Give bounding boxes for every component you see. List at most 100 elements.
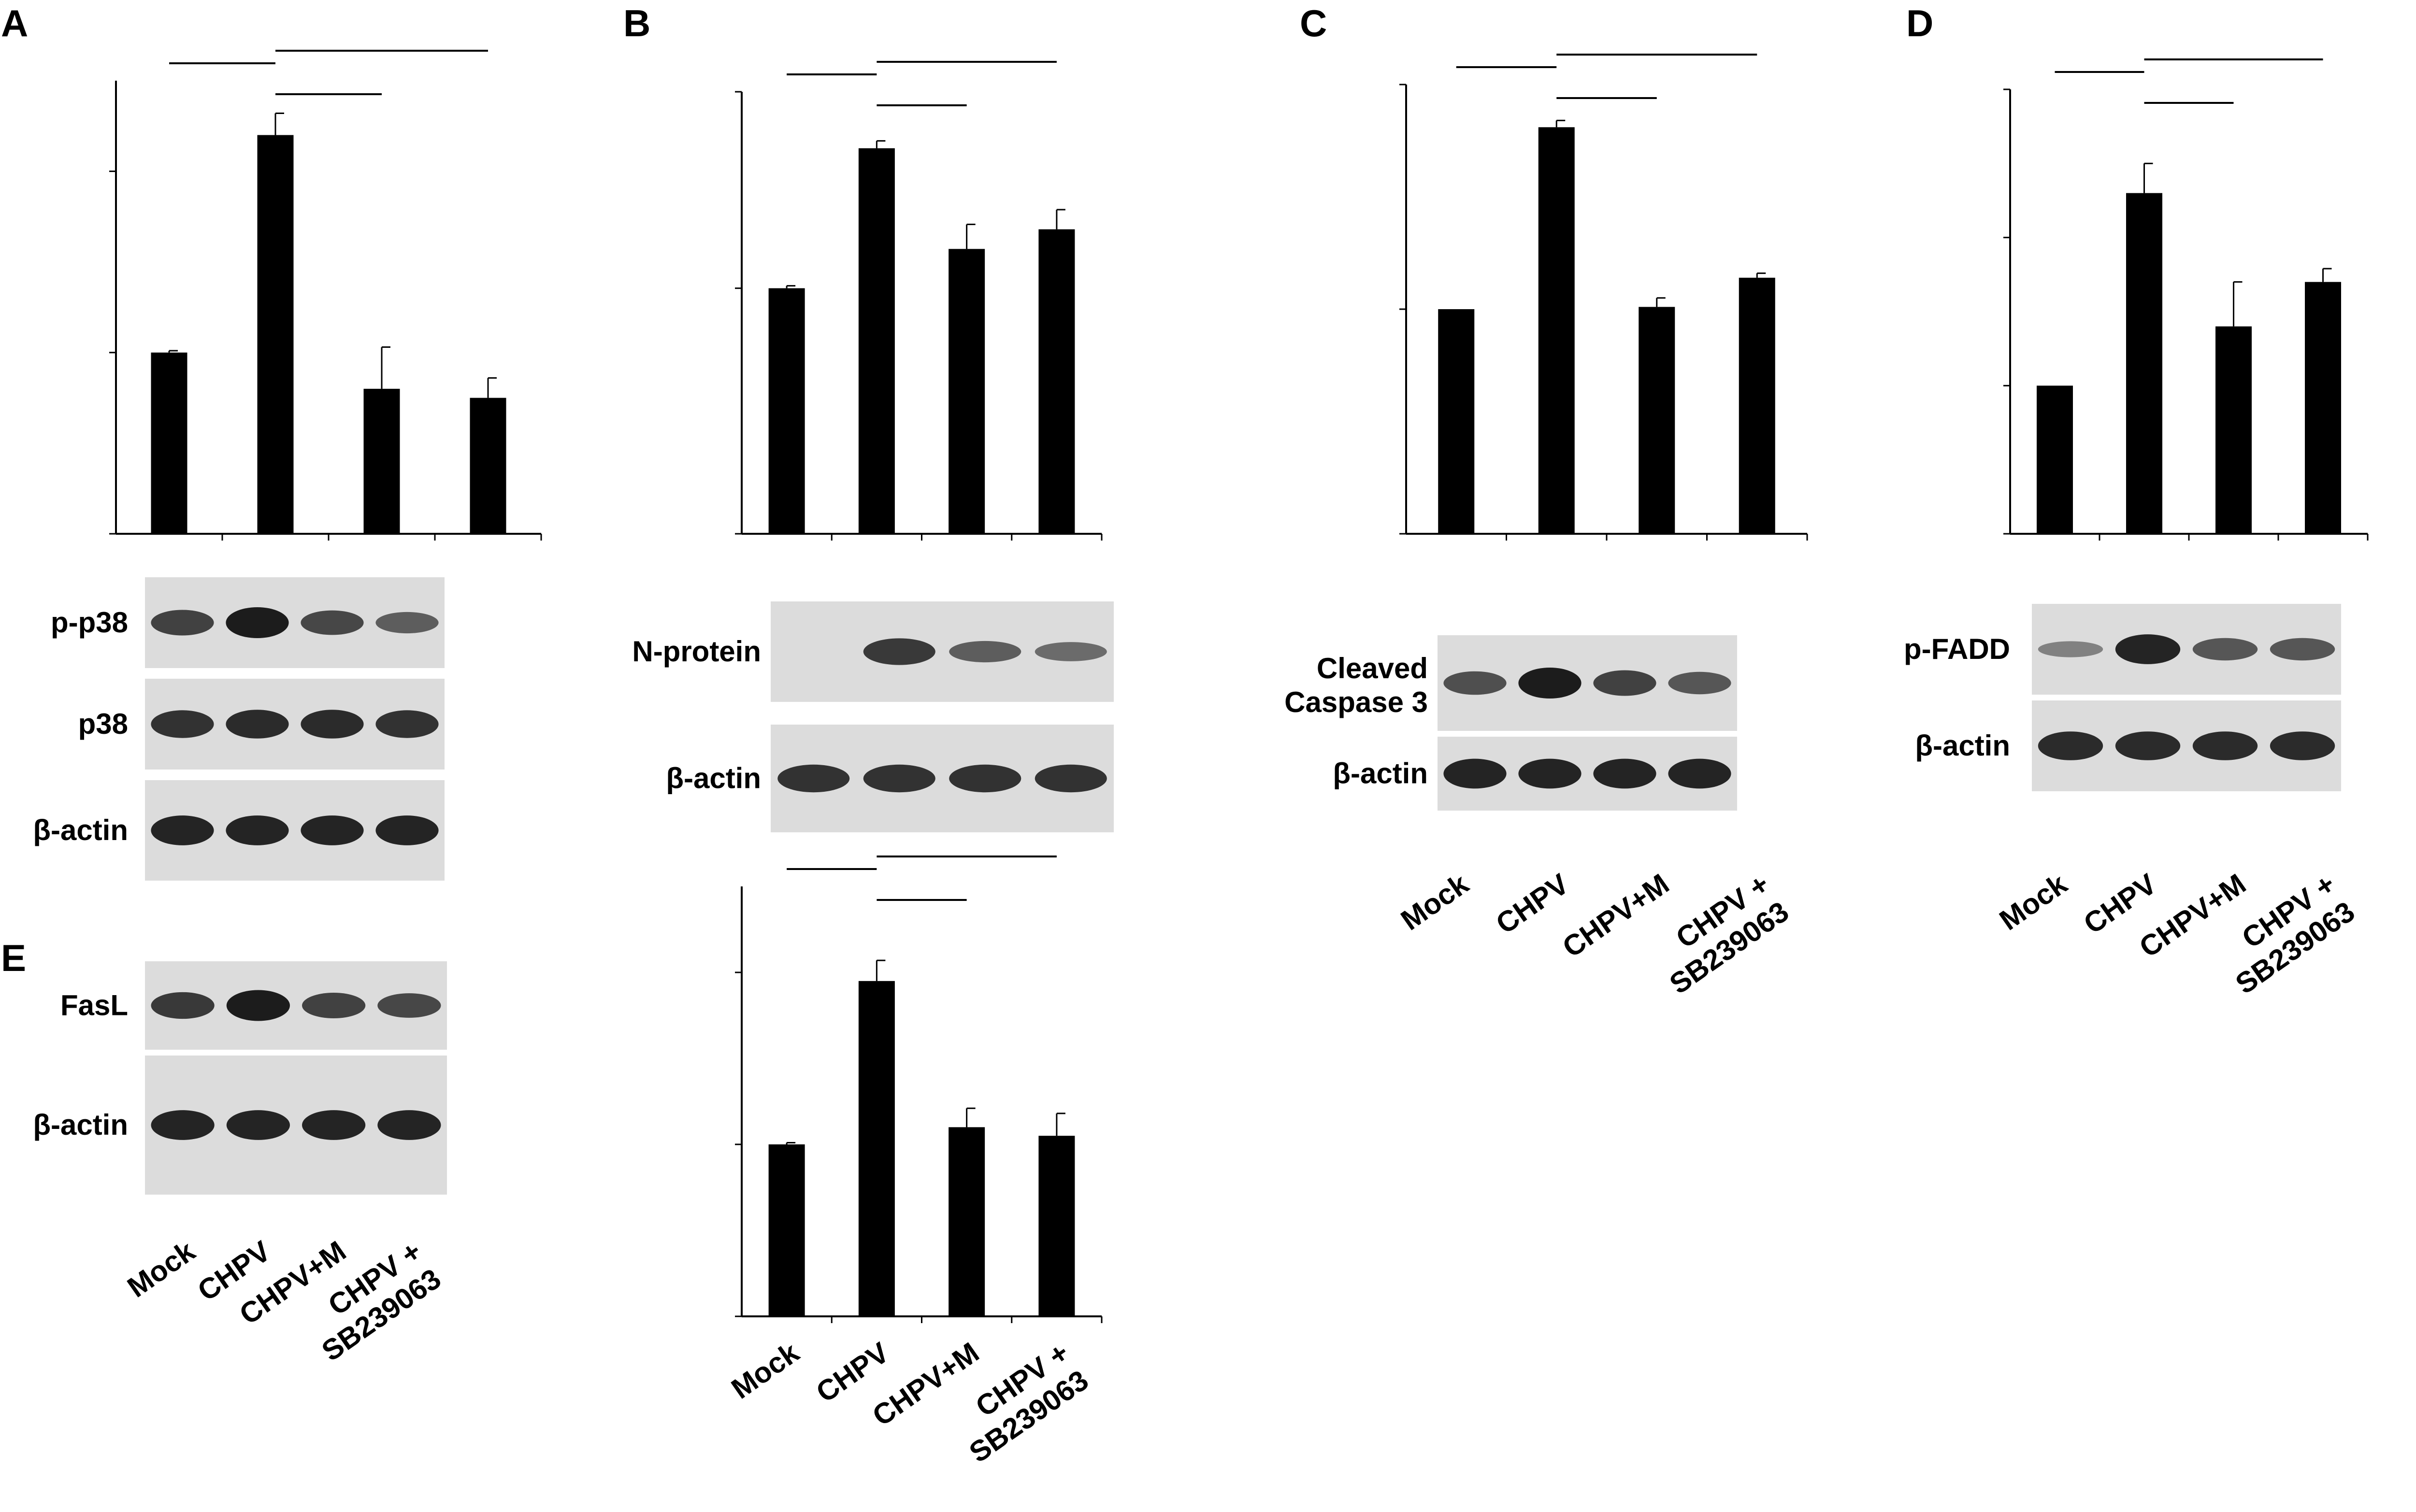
panel-letter-e: E bbox=[1, 937, 26, 979]
blot-band bbox=[777, 764, 850, 793]
blot-left-label-line: N-protein bbox=[632, 635, 761, 668]
blot-strip: FasL bbox=[60, 961, 447, 1050]
bar bbox=[1639, 307, 1675, 534]
blot-band bbox=[1593, 758, 1656, 789]
blot-band bbox=[301, 610, 364, 635]
blot-panel-d: p-FADD β-actin bbox=[1904, 604, 2341, 791]
blot-left-label: p38 bbox=[78, 708, 128, 740]
blot-left-label: β-actin bbox=[33, 1109, 128, 1141]
blot-band bbox=[2270, 638, 2335, 661]
blot-left-label: FasL bbox=[60, 989, 128, 1022]
blot-left-label: Cleaved Caspase 3 bbox=[1284, 652, 1428, 718]
bar bbox=[2037, 385, 2073, 534]
blot-band bbox=[226, 607, 289, 638]
blot-left-label: β-actin bbox=[1915, 729, 2010, 762]
blot-panel-a: p-p38 p38 β-actin bbox=[33, 577, 445, 881]
blot-band bbox=[226, 990, 290, 1021]
blot-band bbox=[377, 1110, 441, 1140]
blot-band bbox=[863, 638, 935, 665]
panel-letter-c: C bbox=[1300, 2, 1327, 44]
bar bbox=[1538, 127, 1575, 534]
blot-left-label-line: p-FADD bbox=[1904, 633, 2010, 665]
blot-panel-b: N-protein β-actin bbox=[632, 601, 1114, 832]
blot-band bbox=[1443, 758, 1507, 789]
blot-left-label-line: FasL bbox=[60, 989, 128, 1022]
blot-band bbox=[1035, 642, 1107, 661]
blot-strip: Cleaved Caspase 3 bbox=[1284, 635, 1737, 731]
chart-c bbox=[1399, 54, 1808, 541]
blot-band bbox=[1668, 671, 1731, 695]
bar bbox=[151, 352, 187, 534]
blot-band bbox=[375, 815, 439, 845]
blots-layer: p-p38 p38 β-actin N-protein β-actin Cleaved Ca… bbox=[33, 577, 2341, 1195]
bar bbox=[2126, 193, 2162, 534]
blot-band bbox=[863, 764, 935, 793]
blot-band bbox=[1035, 764, 1107, 793]
bar bbox=[1438, 309, 1475, 534]
blot-band bbox=[1518, 758, 1582, 789]
blot-left-label-line: p38 bbox=[78, 708, 128, 740]
blot-band bbox=[2192, 638, 2258, 661]
panel-letter-a: A bbox=[1, 2, 28, 44]
bar bbox=[949, 249, 985, 534]
blot-left-label-line: Caspase 3 bbox=[1284, 686, 1428, 718]
blot-strip: β-actin bbox=[33, 1056, 447, 1195]
blot-strip: N-protein bbox=[632, 601, 1114, 702]
blot-left-label-line: β-actin bbox=[33, 1109, 128, 1141]
blot-band bbox=[151, 815, 214, 845]
bar bbox=[470, 398, 506, 534]
blot-band bbox=[2270, 731, 2335, 760]
blot-band bbox=[151, 1110, 215, 1140]
blot-left-label: β-actin bbox=[1333, 757, 1428, 790]
blot-left-label: N-protein bbox=[632, 635, 761, 668]
blot-band bbox=[2115, 634, 2181, 664]
blot-band bbox=[1518, 668, 1582, 699]
bar bbox=[1038, 229, 1075, 534]
blot-band bbox=[949, 764, 1021, 793]
bar bbox=[768, 1144, 805, 1316]
blot-band bbox=[226, 710, 289, 739]
blot-left-label: β-actin bbox=[666, 762, 761, 795]
panel-letter-b: B bbox=[623, 2, 650, 44]
blot-band bbox=[2038, 641, 2103, 657]
blot-band bbox=[375, 612, 439, 634]
blot-band bbox=[302, 993, 366, 1018]
charts-layer bbox=[109, 50, 2369, 1323]
blot-band bbox=[302, 1110, 366, 1140]
blot-strip: β-actin bbox=[33, 780, 445, 881]
blot-left-label: β-actin bbox=[33, 814, 128, 846]
blot-band bbox=[226, 815, 289, 845]
blot-panel-e: FasL β-actin bbox=[33, 961, 447, 1195]
bar bbox=[1739, 277, 1775, 534]
blot-band bbox=[151, 610, 214, 636]
blot-strip: β-actin bbox=[1333, 737, 1737, 811]
panel-letter-d: D bbox=[1906, 2, 1933, 44]
blot-band bbox=[2038, 731, 2103, 760]
bar bbox=[2215, 326, 2252, 534]
blot-band bbox=[2192, 731, 2258, 760]
blot-strip: p-p38 bbox=[51, 577, 445, 668]
chart-d bbox=[2003, 58, 2369, 541]
bar bbox=[363, 388, 400, 534]
blot-band bbox=[151, 710, 214, 738]
blot-band bbox=[301, 710, 364, 739]
blot-strip: β-actin bbox=[1915, 700, 2341, 791]
bar bbox=[858, 981, 895, 1316]
blot-band bbox=[151, 992, 215, 1019]
bar bbox=[949, 1127, 985, 1316]
chart-b-bottom bbox=[735, 856, 1103, 1323]
blot-left-label-line: β-actin bbox=[33, 814, 128, 846]
blot-left-label-line: β-actin bbox=[1915, 729, 2010, 762]
blot-strip: β-actin bbox=[666, 725, 1114, 832]
bar bbox=[858, 148, 895, 534]
chart-b-top bbox=[735, 61, 1103, 541]
blot-left-label: p-p38 bbox=[51, 606, 128, 639]
bar bbox=[768, 288, 805, 534]
bar bbox=[257, 135, 294, 534]
blot-left-label-line: β-actin bbox=[1333, 757, 1428, 790]
blot-band bbox=[1593, 670, 1656, 696]
blot-strip: p-FADD bbox=[1904, 604, 2341, 695]
blot-left-label-line: Cleaved bbox=[1317, 652, 1428, 685]
bar bbox=[2305, 282, 2341, 534]
